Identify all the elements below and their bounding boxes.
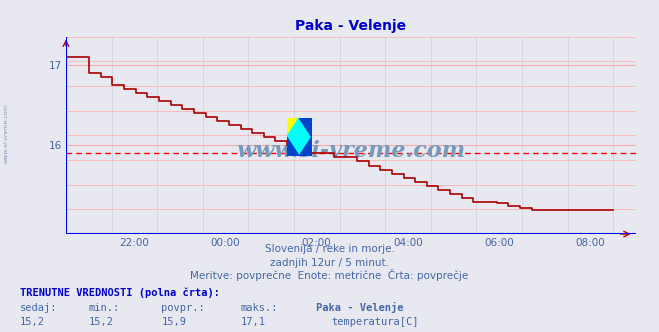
Text: sedaj:: sedaj: <box>20 303 57 313</box>
Text: Slovenija / reke in morje.: Slovenija / reke in morje. <box>264 244 395 254</box>
Title: Paka - Velenje: Paka - Velenje <box>295 19 407 33</box>
Text: TRENUTNE VREDNOSTI (polna črta):: TRENUTNE VREDNOSTI (polna črta): <box>20 288 219 298</box>
Polygon shape <box>299 118 312 156</box>
Text: min.:: min.: <box>89 303 120 313</box>
Text: maks.:: maks.: <box>241 303 278 313</box>
Text: temperatura[C]: temperatura[C] <box>331 317 419 327</box>
Text: povpr.:: povpr.: <box>161 303 205 313</box>
Text: Paka - Velenje: Paka - Velenje <box>316 302 404 313</box>
Polygon shape <box>287 118 299 137</box>
Polygon shape <box>287 118 312 156</box>
Text: www.si-vreme.com: www.si-vreme.com <box>4 103 9 163</box>
Text: zadnjih 12ur / 5 minut.: zadnjih 12ur / 5 minut. <box>270 258 389 268</box>
Text: 15,2: 15,2 <box>89 317 114 327</box>
Text: 17,1: 17,1 <box>241 317 266 327</box>
Polygon shape <box>287 137 299 156</box>
Text: 15,2: 15,2 <box>20 317 45 327</box>
Text: Meritve: povprečne  Enote: metrične  Črta: povprečje: Meritve: povprečne Enote: metrične Črta:… <box>190 269 469 281</box>
Text: www.si-vreme.com: www.si-vreme.com <box>237 140 465 162</box>
Text: 15,9: 15,9 <box>161 317 186 327</box>
